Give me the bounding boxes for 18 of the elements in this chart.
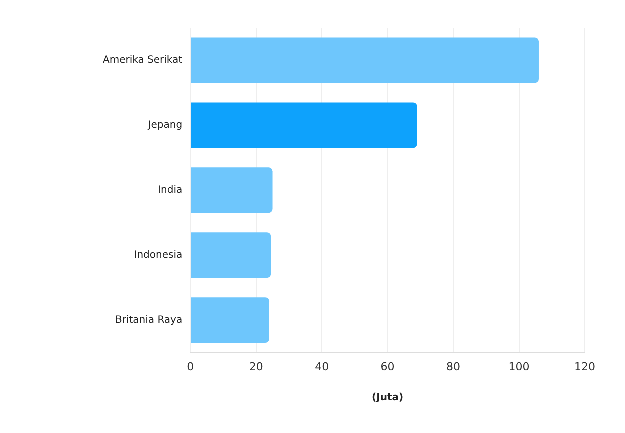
x-tick-label: 80	[446, 360, 461, 374]
y-tick-label: Jepang	[147, 120, 183, 132]
y-tick-label: India	[158, 184, 183, 196]
bar	[191, 298, 270, 344]
x-tick-label: 60	[380, 360, 395, 374]
y-tick-label: Amerika Serikat	[102, 55, 183, 66]
x-axis-title: (Juta)	[372, 392, 404, 404]
x-tick-label: 40	[315, 360, 330, 374]
bar	[191, 168, 273, 214]
x-tick-label: 100	[508, 360, 530, 374]
x-tick-label: 20	[249, 360, 264, 374]
bar	[191, 38, 539, 84]
y-tick-label: Britania Raya	[115, 314, 183, 326]
y-tick-label: Indonesia	[134, 250, 183, 261]
bar	[191, 232, 272, 278]
x-tick-label: 120	[574, 360, 596, 374]
x-tick-label: 0	[187, 360, 194, 374]
bar	[191, 102, 418, 148]
